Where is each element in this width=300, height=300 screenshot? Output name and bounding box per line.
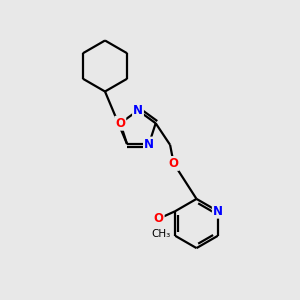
Text: N: N bbox=[133, 104, 143, 117]
Text: O: O bbox=[169, 157, 179, 170]
Text: N: N bbox=[144, 137, 154, 151]
Text: CH₃: CH₃ bbox=[152, 229, 171, 239]
Text: N: N bbox=[213, 205, 223, 218]
Text: O: O bbox=[154, 212, 164, 225]
Text: O: O bbox=[115, 117, 125, 130]
